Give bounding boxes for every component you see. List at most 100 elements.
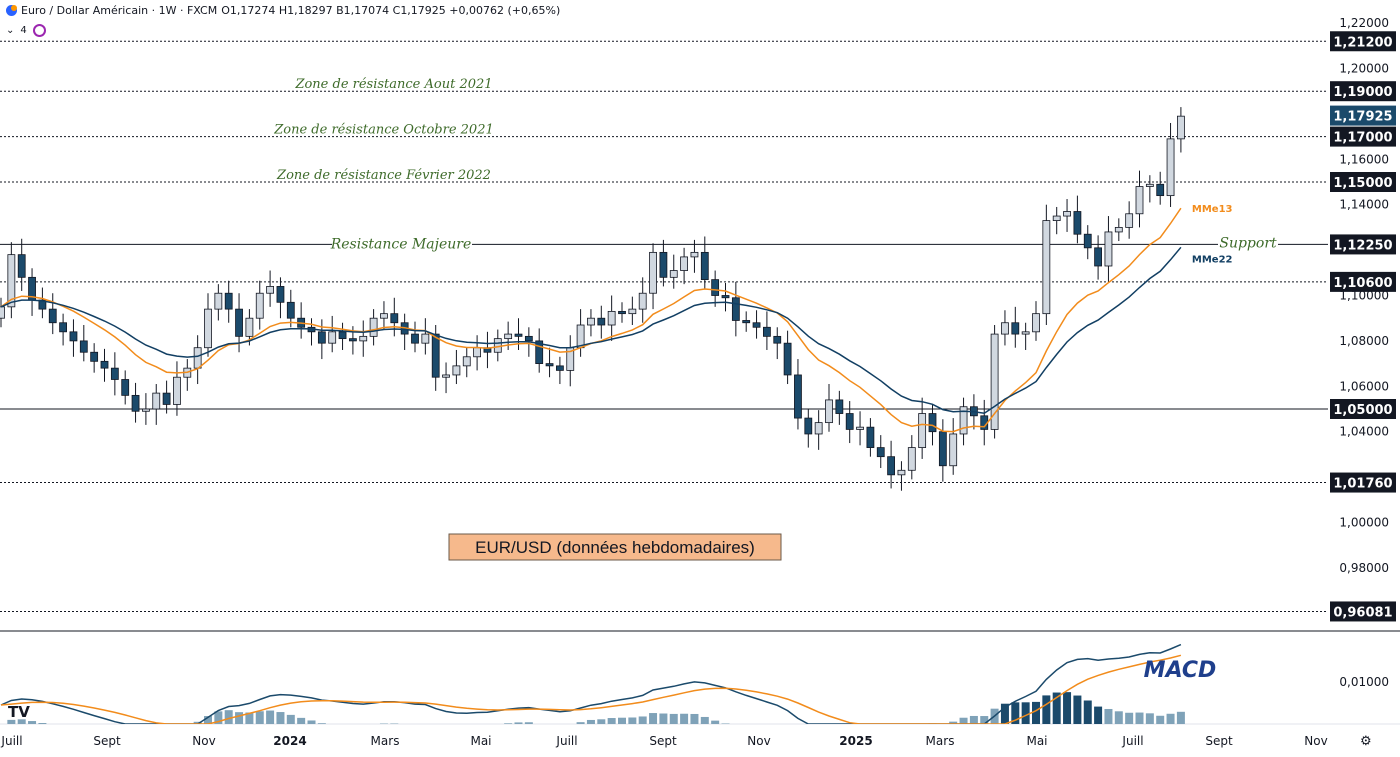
- macd-histogram-bar: [317, 723, 326, 724]
- macd-histogram-bar: [628, 717, 637, 724]
- indicator-count[interactable]: 4: [20, 25, 27, 36]
- candle-body: [17, 254, 26, 278]
- candle: [38, 287, 47, 319]
- macd-histogram-bar: [38, 723, 47, 724]
- candle: [28, 268, 36, 316]
- macd-histogram-bar: [286, 714, 295, 724]
- macd-histogram-bar: [193, 721, 202, 724]
- chevron-down-icon[interactable]: ⌄: [6, 25, 15, 36]
- candle-body: [835, 399, 844, 414]
- candle-body: [59, 322, 67, 333]
- candle: [193, 335, 202, 385]
- candle: [949, 418, 958, 475]
- cycle-icon[interactable]: [32, 24, 46, 37]
- macd-histogram-bar: [235, 712, 244, 724]
- candle-body: [1083, 233, 1092, 249]
- candle-body: [876, 447, 885, 458]
- broker-logo-icon: [6, 5, 17, 16]
- macd-histogram-bar: [276, 712, 285, 724]
- macd-histogram-bar: [711, 720, 720, 724]
- candle-body: [328, 331, 337, 344]
- price-axis-label: 1,00000: [1339, 516, 1389, 530]
- last-price-badge: [1330, 105, 1396, 126]
- candle: [317, 319, 326, 360]
- ohlc-readout: O1,17274 H1,18297 B1,17074 C1,17925 +0,0…: [221, 4, 561, 17]
- macd-histogram-bar: [576, 722, 585, 724]
- symbol-title[interactable]: Euro / Dollar Américain · 1W · FXCM: [21, 4, 218, 17]
- candle: [1177, 107, 1185, 153]
- candle: [752, 310, 761, 339]
- level-annotation: Zone de résistance Février 2022: [276, 168, 491, 183]
- candle-body: [990, 333, 999, 430]
- candle: [887, 440, 895, 489]
- candle-body: [493, 338, 502, 353]
- macd-signal-line: [0, 654, 1182, 724]
- candle-body: [1156, 183, 1165, 197]
- candle: [587, 309, 595, 337]
- time-axis-label: Sept: [649, 734, 677, 748]
- price-axis-label: 1,04000: [1339, 425, 1389, 439]
- candle-body: [266, 286, 275, 294]
- candle: [1073, 195, 1082, 244]
- candle: [483, 331, 492, 369]
- candle-body: [245, 317, 254, 337]
- candle: [1042, 204, 1051, 326]
- candle-body: [204, 308, 212, 349]
- candle: [1001, 310, 1009, 346]
- candle-body: [162, 392, 171, 405]
- macd-histogram-bar: [618, 717, 626, 724]
- candle: [576, 309, 585, 357]
- candle-body: [628, 308, 637, 315]
- candle-body: [1135, 186, 1144, 215]
- candle-body: [669, 270, 678, 278]
- level-badge: [1330, 601, 1396, 622]
- candle-body: [763, 326, 771, 337]
- macd-histogram-bar: [649, 713, 658, 724]
- price-axis-label: 1,08000: [1339, 334, 1389, 348]
- candle: [794, 359, 802, 430]
- macd-histogram-bar: [7, 719, 16, 724]
- candle-body: [452, 365, 461, 376]
- candle: [462, 347, 471, 378]
- candle-body: [1042, 220, 1051, 315]
- candle: [359, 320, 368, 357]
- candle: [0, 297, 5, 328]
- candle-body: [690, 251, 699, 258]
- level-badge-label: 1,05000: [1333, 403, 1392, 418]
- candle-body: [742, 320, 751, 324]
- level-badge: [1330, 271, 1396, 292]
- candle-body: [69, 331, 78, 342]
- candle-body: [369, 317, 378, 337]
- candle: [411, 321, 419, 353]
- candle-body: [141, 408, 150, 412]
- time-axis-label: Juill: [0, 734, 22, 748]
- price-axis-label: 1,22000: [1339, 16, 1389, 30]
- candle: [131, 382, 140, 423]
- time-axis-label: Mai: [470, 734, 491, 748]
- macd-line: [0, 643, 1182, 724]
- candle: [1094, 235, 1102, 280]
- candle: [907, 435, 916, 480]
- tradingview-logo-icon: TV: [8, 703, 30, 721]
- candle: [1063, 199, 1071, 232]
- candle-body: [380, 313, 388, 319]
- candle: [390, 297, 399, 337]
- macd-histogram-bar: [638, 716, 647, 724]
- time-axis-label: Nov: [1304, 734, 1327, 748]
- candle-body: [618, 310, 626, 315]
- macd-histogram-bar: [297, 717, 306, 724]
- candle: [421, 318, 430, 355]
- candle: [59, 313, 67, 346]
- candle-body: [514, 333, 523, 337]
- candle-body: [897, 469, 906, 476]
- candle-body: [1073, 211, 1082, 235]
- time-axis-label: Mars: [371, 734, 400, 748]
- candle: [183, 359, 192, 391]
- candle: [783, 330, 792, 385]
- candle: [731, 281, 740, 337]
- candle: [597, 305, 606, 339]
- gear-icon[interactable]: ⚙: [1360, 733, 1372, 748]
- candle: [1021, 322, 1030, 350]
- candle: [307, 318, 316, 346]
